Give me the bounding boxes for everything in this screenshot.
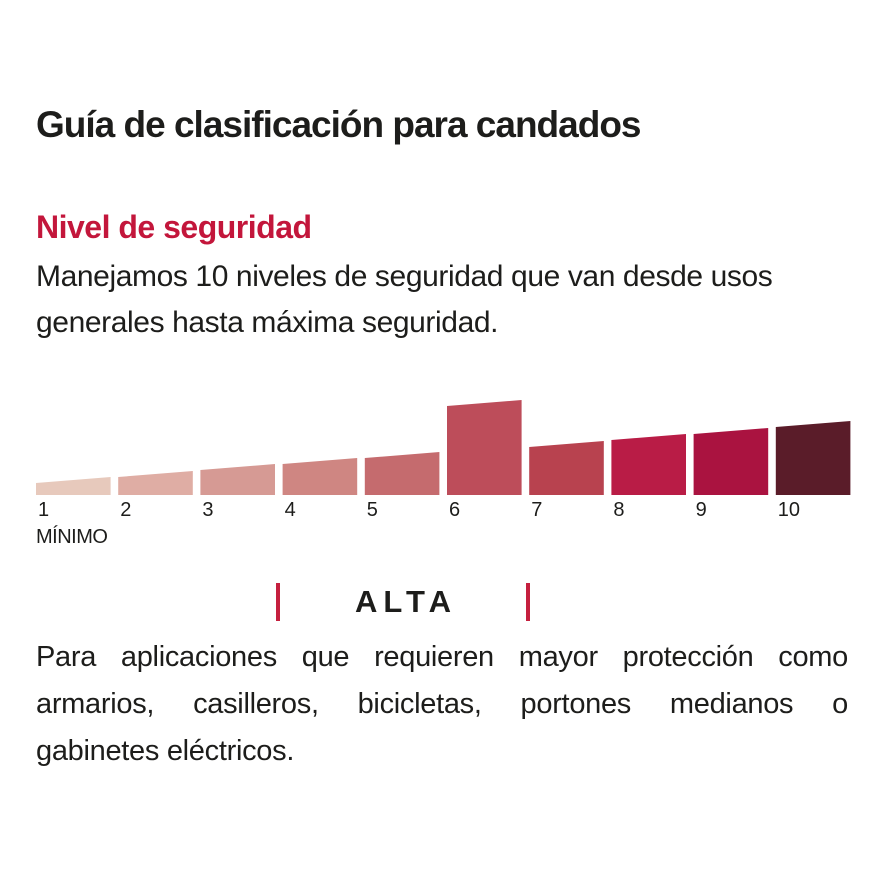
level-bar-2	[118, 471, 193, 495]
level-tick-label: 9	[696, 499, 707, 521]
level-bar-7	[529, 441, 604, 495]
level-tick-label: 1	[38, 499, 49, 521]
range-tick-right-icon	[525, 583, 530, 621]
level-tick-label: 6	[449, 499, 460, 521]
level-bar-10	[775, 421, 851, 495]
description-line: armarios, casilleros, bicicletas, porton…	[36, 688, 848, 720]
level-bar-4	[282, 458, 358, 495]
application-description: Para aplicaciones que requieren mayor pr…	[36, 634, 848, 775]
level-tick-label: 7	[531, 499, 542, 521]
level-bar-3	[200, 464, 275, 495]
level-bar-5	[364, 452, 440, 495]
page-title: Guía de clasificación para candados	[36, 104, 642, 145]
level-tick-label: 2	[120, 499, 131, 521]
intro-line: generales hasta máxima seguridad.	[36, 306, 499, 339]
description-line: Para aplicaciones que requieren mayor pr…	[36, 641, 848, 673]
level-tick-label: 8	[613, 499, 624, 521]
description-line: gabinetes eléctricos.	[36, 735, 295, 767]
level-tick-label: 10	[778, 499, 800, 521]
range-marker-label: ALTA	[354, 584, 458, 619]
security-level-heading: Nivel de seguridad	[36, 209, 312, 245]
minimum-axis-label: MÍNIMO	[36, 525, 107, 548]
level-tick-label: 5	[367, 499, 378, 521]
security-level-intro: Manejamos 10 niveles de seguridad que va…	[36, 254, 773, 346]
intro-line: Manejamos 10 niveles de seguridad que va…	[36, 260, 773, 293]
alta-range-marker: ALTA	[276, 583, 530, 621]
level-bar-6	[447, 400, 522, 495]
range-tick-left-icon	[276, 583, 280, 621]
level-bar-1	[36, 477, 111, 495]
level-tick-label: 3	[202, 499, 213, 521]
level-bar-8	[611, 434, 686, 495]
security-level-bar-chart: 1 2 3 4 5 6 7 8 9 10 MÍNIMO	[36, 400, 851, 548]
level-bar-9	[693, 428, 769, 495]
level-tick-label: 4	[285, 499, 296, 521]
